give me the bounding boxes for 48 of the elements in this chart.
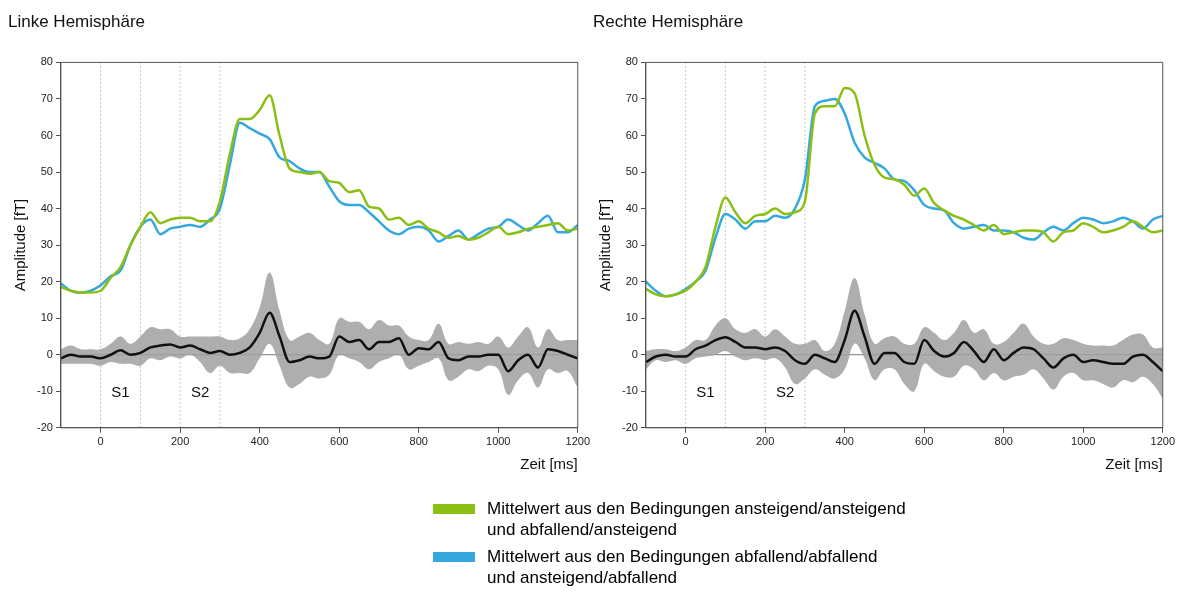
y-tick-label: 20	[625, 274, 638, 287]
y-tick-label: -20	[36, 420, 53, 433]
x-tick-label: 1000	[1071, 435, 1096, 448]
y-tick-label: -10	[621, 384, 638, 397]
x-tick-label: 1200	[565, 435, 591, 448]
y-tick-label: 40	[625, 201, 638, 214]
y-tick-label: 30	[40, 238, 53, 251]
x-tick-label: 800	[994, 435, 1013, 448]
y-tick-label: 60	[40, 128, 53, 141]
annotation: S1	[111, 383, 130, 401]
y-tick-label: 70	[625, 91, 638, 104]
y-axis-title: Amplitude [fT]	[11, 198, 29, 292]
y-tick-label: 30	[625, 238, 638, 251]
annotation: S1	[696, 383, 715, 401]
annotation: S2	[190, 383, 210, 401]
y-tick-label: 80	[40, 55, 53, 68]
chart-title: Linke Hemisphäre	[8, 11, 146, 31]
x-tick-label: 600	[330, 435, 349, 448]
legend-label: Mittelwert aus den Bedingungen abfallend/abfallend und ansteigend/abfallend	[487, 546, 878, 588]
y-tick-label: 80	[625, 55, 638, 68]
x-axis-title: Zeit [ms]	[1105, 455, 1163, 473]
x-tick-label: 800	[409, 435, 428, 448]
x-tick-label: 0	[97, 435, 104, 448]
x-tick-label: 0	[682, 435, 689, 448]
y-tick-label: 50	[625, 165, 638, 178]
y-tick-label: 50	[40, 165, 53, 178]
legend-label: Mittelwert aus den Bedingungen ansteigend/ansteigend und abfallend/ansteigend	[487, 498, 906, 540]
y-tick-label: 0	[631, 347, 638, 360]
x-tick-label: 600	[915, 435, 934, 448]
y-tick-label: 10	[40, 311, 53, 324]
x-tick-label: 200	[171, 435, 190, 448]
annotation: S2	[775, 383, 795, 401]
y-tick-label: 40	[40, 201, 53, 214]
y-axis-title: Amplitude [fT]	[596, 198, 614, 292]
y-tick-label: 60	[625, 128, 638, 141]
x-tick-label: 1200	[1150, 435, 1176, 448]
x-tick-label: 200	[756, 435, 775, 448]
y-tick-label: 70	[40, 91, 53, 104]
x-tick-label: 1000	[486, 435, 511, 448]
y-tick-label: 10	[625, 311, 638, 324]
y-tick-label: -10	[36, 384, 53, 397]
x-tick-label: 400	[250, 435, 269, 448]
y-tick-label: 0	[46, 347, 53, 360]
chart-title: Rechte Hemisphäre	[593, 11, 744, 31]
x-axis-title: Zeit [ms]	[520, 455, 578, 473]
y-tick-label: 20	[40, 274, 53, 287]
y-tick-label: -20	[621, 420, 638, 433]
x-tick-label: 400	[835, 435, 854, 448]
